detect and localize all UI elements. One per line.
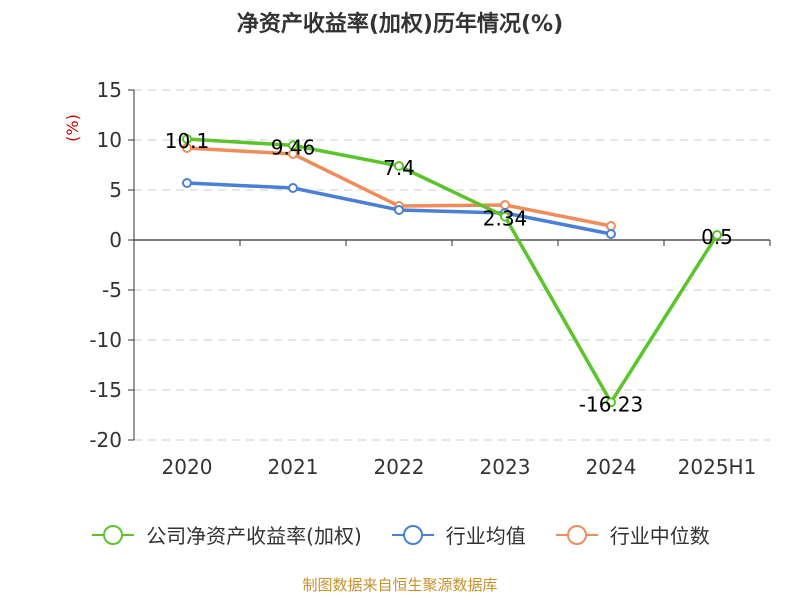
y-axis-label: (%) <box>63 114 82 142</box>
data-label: -16.23 <box>579 392 643 416</box>
x-tick-label: 2020 <box>162 455 213 479</box>
data-label: 7.4 <box>383 156 415 180</box>
legend-item-1[interactable]: 行业均值 <box>390 520 526 549</box>
chart-legend: 公司净资产收益率(加权) 行业均值 行业中位数 <box>0 520 800 549</box>
y-tick-label: -15 <box>89 378 122 402</box>
y-tick-label: -20 <box>89 428 122 452</box>
legend-swatch-icon <box>555 524 598 545</box>
y-tick-label: 15 <box>97 78 122 102</box>
y-tick-label: -10 <box>89 328 122 352</box>
legend-swatch-marker <box>103 524 124 545</box>
line-chart: 15 10 5 0 -5 -10 -15 -20 2020 2021 2022 2023 2024 202… <box>63 78 771 479</box>
data-point-1 <box>394 205 404 215</box>
x-tick-label: 2024 <box>586 455 637 479</box>
data-label: 9.46 <box>271 135 316 159</box>
data-label: 2.34 <box>483 207 528 231</box>
data-source-note: 制图数据来自恒生聚源数据库 <box>302 576 498 594</box>
legend-item-0[interactable]: 公司净资产收益率(加权) <box>90 520 362 549</box>
y-tick-label: 10 <box>97 128 122 152</box>
legend-item-2[interactable]: 行业中位数 <box>554 520 710 549</box>
data-point-2 <box>606 221 616 231</box>
legend-label: 行业中位数 <box>609 524 710 548</box>
legend-swatch-marker <box>566 524 587 545</box>
data-point-0 <box>394 161 404 171</box>
legend-swatch-marker <box>402 524 423 545</box>
y-tick-label: -5 <box>102 278 122 302</box>
data-point-0 <box>500 211 510 222</box>
data-point-1 <box>606 229 616 239</box>
data-point-1 <box>288 183 298 193</box>
data-point-0 <box>288 140 298 151</box>
x-tick-label: 2025H1 <box>678 455 757 479</box>
y-tick-label: 0 <box>109 228 122 252</box>
data-point-0 <box>606 397 616 408</box>
legend-label: 行业均值 <box>445 524 526 548</box>
legend-swatch-icon <box>391 524 434 545</box>
x-tick-label: 2023 <box>480 455 531 479</box>
data-point-1 <box>182 178 192 188</box>
legend-swatch-icon <box>92 524 135 545</box>
x-tick-label: 2022 <box>374 455 425 479</box>
data-point-0 <box>712 230 722 240</box>
data-point-0 <box>182 134 192 144</box>
series-line-0 <box>186 137 719 405</box>
legend-label: 公司净资产收益率(加权) <box>146 524 362 548</box>
data-label: 0.5 <box>701 225 733 249</box>
x-tick-label: 2021 <box>268 455 319 479</box>
data-label: 10.1 <box>165 129 210 153</box>
y-tick-label: 5 <box>109 178 122 202</box>
chart-title: 净资产收益率(加权)历年情况(%) <box>236 12 564 37</box>
